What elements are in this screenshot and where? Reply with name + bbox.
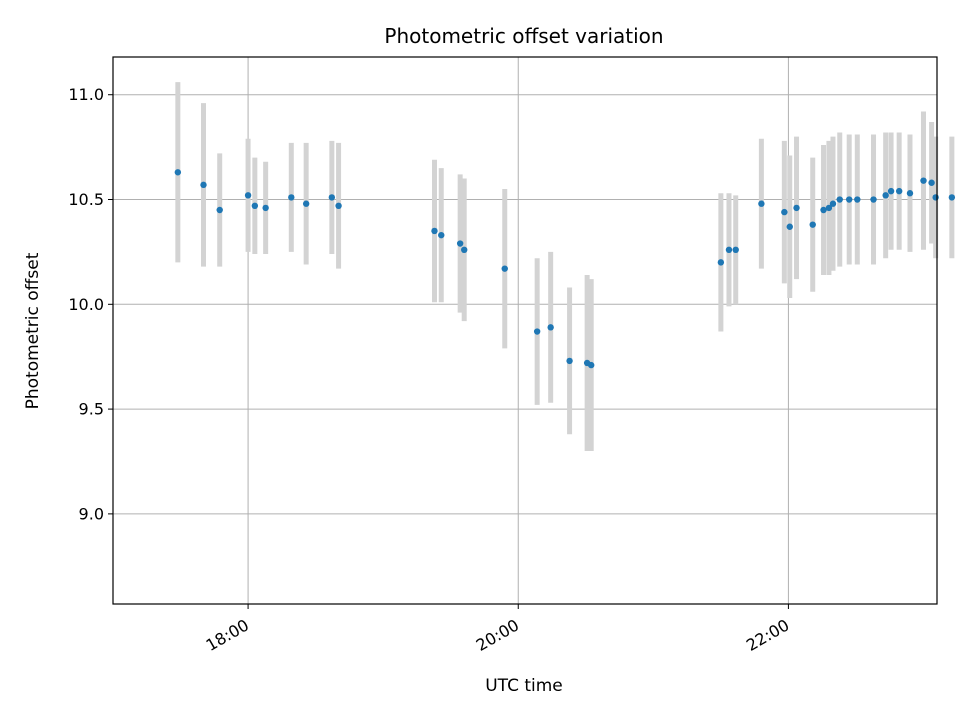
data-point [244,192,252,199]
data-point [456,240,464,247]
data-point [829,200,837,207]
y-tick-label: 9.0 [79,504,104,523]
data-point [809,221,816,228]
data-point [547,324,554,331]
data-point [854,196,861,203]
data-point [836,196,843,203]
data-point [216,206,223,214]
plot-area [113,57,937,604]
data-point [251,202,259,210]
data-point [717,259,725,266]
data-point [328,194,336,201]
data-point [431,227,438,235]
data-point [882,192,889,199]
data-point [906,190,914,197]
data-point [262,204,269,212]
data-point [825,204,833,212]
data-point [758,200,765,207]
y-axis-label: Photometric offset [23,252,43,409]
data-point [820,206,827,214]
x-axis-label: UTC time [485,676,563,696]
data-point [288,194,295,201]
data-point [928,179,935,186]
y-tick-label: 10.5 [68,190,104,209]
data-point [335,202,342,210]
chart-title: Photometric offset variation [384,24,663,48]
data-point [948,194,956,201]
data-point [461,246,468,254]
data-point [566,357,573,365]
data-point [174,169,182,176]
plot-frame [112,56,938,605]
data-point [932,194,939,201]
data-point [870,196,877,203]
data-point [438,231,445,239]
y-tick-label: 9.5 [79,400,104,419]
data-point [732,246,739,254]
data-point [587,361,595,369]
y-tick-label: 10.0 [68,295,104,314]
data-point [302,200,310,207]
data-point [786,223,793,230]
data-point [895,187,903,195]
grid [113,57,937,604]
data-point [920,177,927,184]
data-point [781,208,788,216]
data-point [725,246,733,254]
data-point [501,265,508,272]
y-tick-label: 11.0 [68,85,104,104]
data-point [200,181,207,189]
data-point [845,196,853,203]
data-point [793,204,800,212]
data-point [533,328,541,335]
data-point [887,187,895,195]
